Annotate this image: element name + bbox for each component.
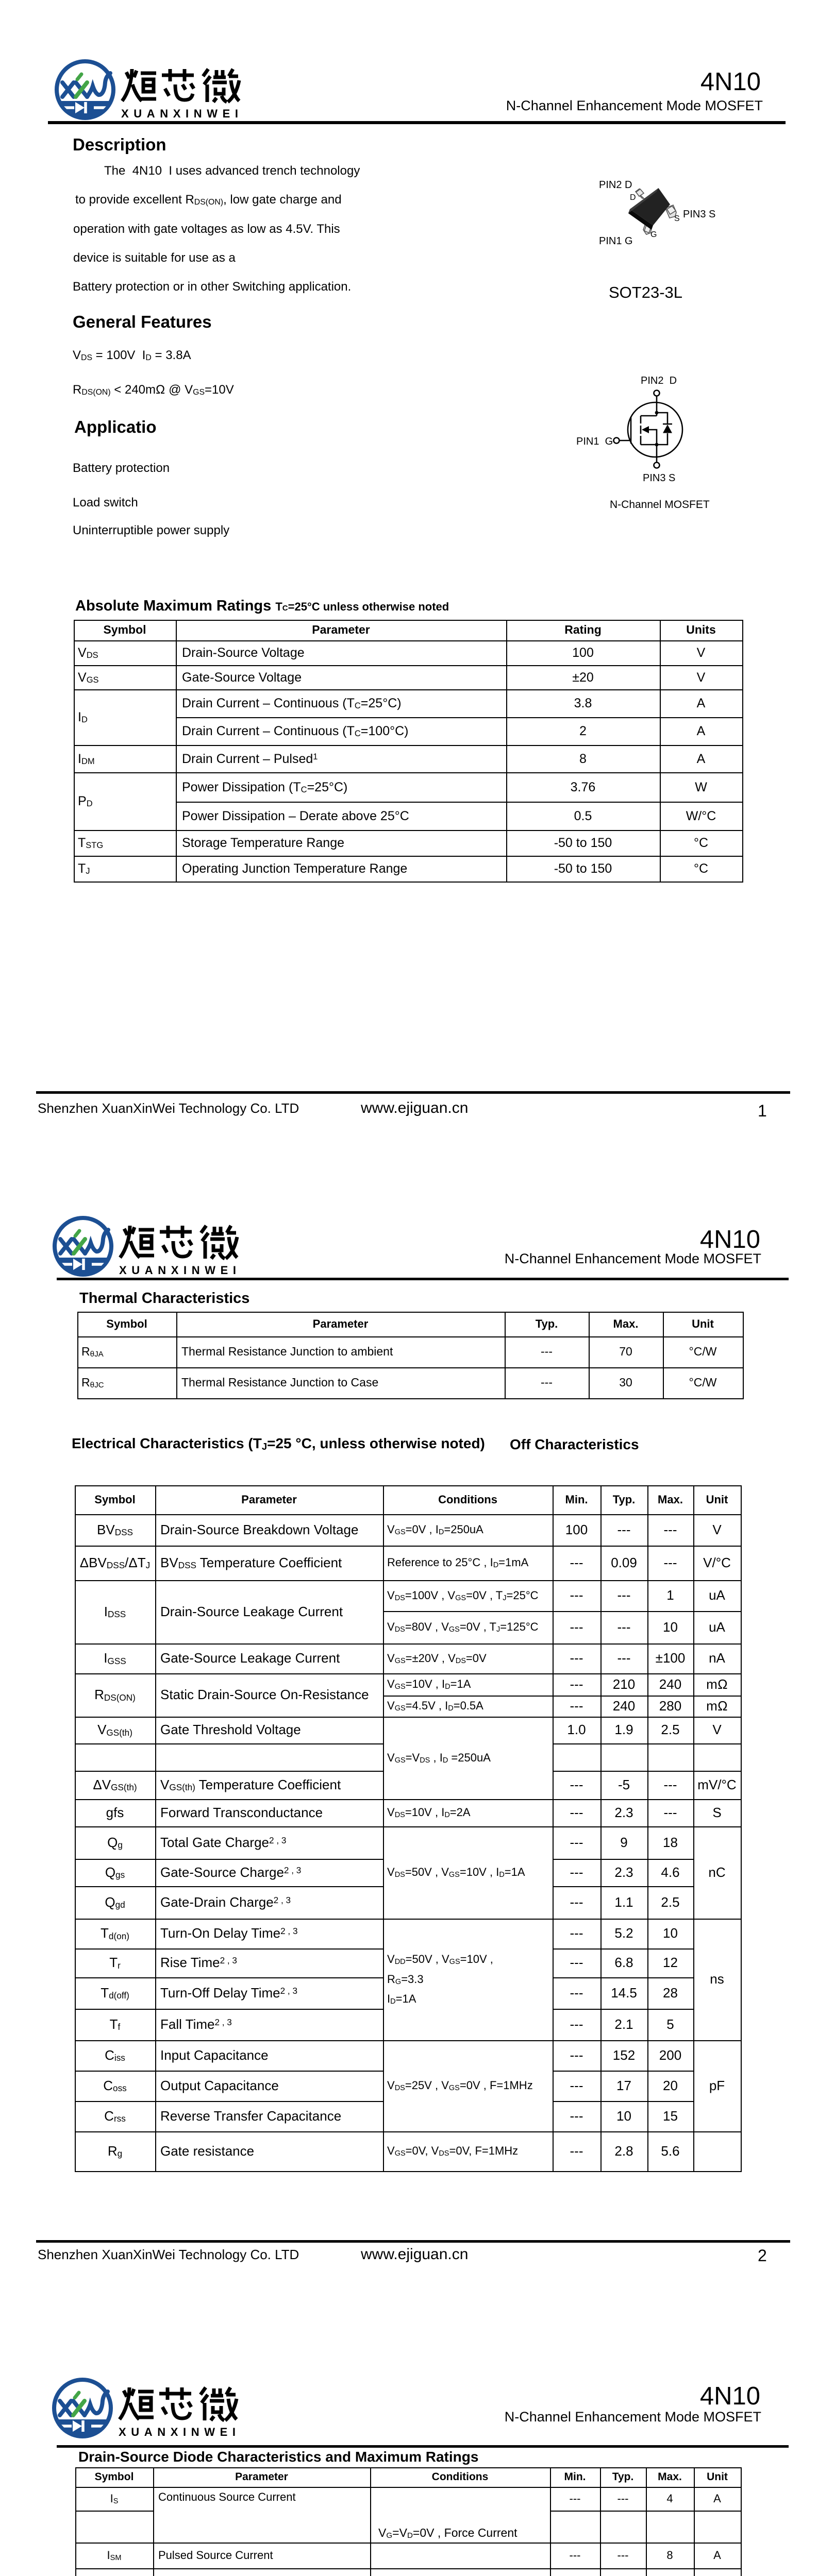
svg-text:D: D	[630, 193, 636, 202]
svg-text:XUANXINWEI: XUANXINWEI	[119, 2426, 241, 2438]
svg-text:G: G	[650, 230, 657, 239]
svg-text:XUANXINWEI: XUANXINWEI	[121, 107, 243, 120]
svg-text:S: S	[674, 214, 680, 223]
svg-text:XUANXINWEI: XUANXINWEI	[119, 1264, 241, 1277]
